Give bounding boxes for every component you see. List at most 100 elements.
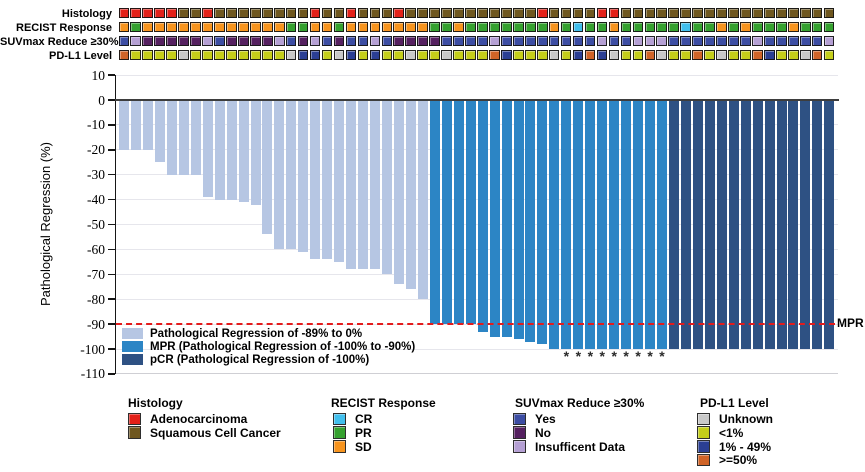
bar (298, 100, 309, 252)
legend-swatch (697, 412, 710, 425)
suvmax-cell (752, 35, 763, 47)
suvmax-cell (190, 35, 201, 47)
histology-cell (776, 7, 787, 19)
legend-swatch (333, 412, 346, 425)
pdl1-cell (608, 49, 620, 61)
recist-cell (142, 21, 153, 33)
plot-legend-label: pCR (Pathological Regression of -100%) (150, 353, 370, 366)
suvmax-cell (465, 35, 476, 47)
bar (429, 100, 440, 325)
suvmax-cell (250, 35, 261, 47)
gridline (116, 74, 838, 76)
bar (609, 100, 620, 349)
bar (274, 100, 285, 250)
bar (190, 100, 201, 175)
suvmax-cell (692, 35, 703, 47)
pdl1-cell (273, 49, 285, 61)
recist-cell (823, 21, 835, 33)
bar (656, 100, 667, 349)
recist-cell (680, 21, 691, 33)
bar (370, 100, 381, 270)
significance-asterisk: * (647, 348, 653, 364)
pdl1-cell (369, 49, 381, 61)
suvmax-cell (238, 35, 249, 47)
suvmax-cell (644, 35, 656, 47)
suvmax-cell (405, 35, 416, 47)
histology-cell (799, 7, 811, 19)
pdl1-cell (823, 49, 835, 61)
y-axis-tick (107, 323, 115, 325)
histology-cell (453, 7, 464, 19)
y-tick-label: -80 (87, 291, 105, 307)
suvmax-cell (572, 35, 584, 47)
pdl1-cell (417, 49, 428, 61)
pdl1-cell (405, 49, 416, 61)
suvmax-cell (501, 35, 512, 47)
y-axis-tick (107, 248, 115, 251)
histology-cell (572, 7, 584, 19)
suvmax-cell (417, 35, 428, 47)
pdl1-cell (728, 49, 739, 61)
pdl1-cell (130, 49, 142, 61)
pdl1-cell (261, 49, 273, 61)
significance-asterisk: * (611, 348, 617, 364)
legend-item-label: PR (355, 425, 372, 440)
histology-cell (285, 7, 297, 19)
histology-cell (489, 7, 500, 19)
histology-cell (261, 7, 273, 19)
pdl1-cell (489, 49, 500, 61)
suvmax-cell (740, 35, 751, 47)
recist-cell (716, 21, 727, 33)
pdl1-cell (154, 49, 165, 61)
recist-cell (477, 21, 488, 33)
suvmax-cell (477, 35, 488, 47)
recist-cell (369, 21, 381, 33)
pdl1-cell (513, 49, 524, 61)
pdl1-cell (142, 49, 153, 61)
suvmax-cell (668, 35, 680, 47)
suvmax-cell (142, 35, 153, 47)
suvmax-cell (799, 35, 811, 47)
legend-item-label: 1% - 49% (719, 439, 772, 454)
pdl1-cell (381, 49, 393, 61)
bar (788, 100, 799, 349)
y-tick-label: -100 (80, 341, 105, 357)
y-tick-label: -110 (80, 366, 105, 382)
histology-cell (154, 7, 165, 19)
suvmax-cell (333, 35, 345, 47)
bar (453, 100, 464, 325)
significance-asterisk: * (587, 348, 594, 364)
recist-cell (776, 21, 787, 33)
histology-cell (202, 7, 213, 19)
recist-cell (250, 21, 261, 33)
histology-cell (584, 7, 596, 19)
bar (405, 100, 416, 290)
histology-cell (608, 7, 620, 19)
pdl1-cell (453, 49, 464, 61)
bar (214, 100, 225, 200)
recist-cell (130, 21, 142, 33)
y-axis-title: Pathological Regression (%) (38, 141, 53, 307)
bar (130, 100, 141, 150)
y-axis-tick (107, 348, 115, 350)
legend-group-title: RECIST Response (331, 395, 436, 410)
pdl1-cell (190, 49, 201, 61)
pdl1-cell (333, 49, 345, 61)
legend-swatch (697, 426, 710, 439)
pdl1-cell (787, 49, 799, 61)
recist-cell (273, 21, 285, 33)
significance-asterisk: * (623, 348, 629, 364)
y-axis-line (114, 74, 117, 375)
pdl1-cell (572, 49, 584, 61)
histology-cell (190, 7, 201, 19)
pdl1-cell (501, 49, 512, 61)
bar (142, 100, 153, 150)
histology-cell (644, 7, 656, 19)
recist-cell (668, 21, 680, 33)
significance-asterisk: * (659, 348, 665, 364)
pdl1-cell (321, 49, 333, 61)
bar (585, 100, 596, 349)
pdl1-cell (752, 49, 763, 61)
histology-cell (823, 7, 835, 19)
suvmax-cell (297, 35, 309, 47)
